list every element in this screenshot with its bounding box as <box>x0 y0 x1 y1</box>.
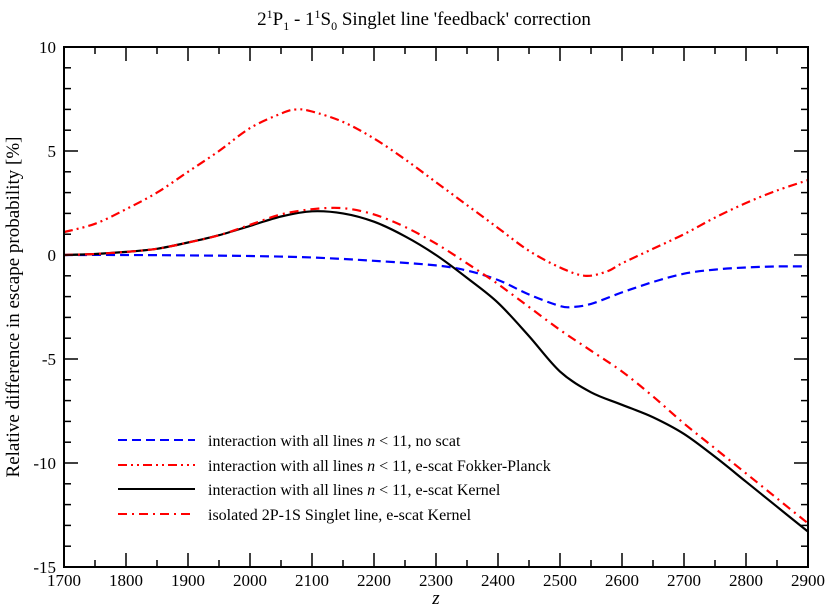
series-fokker-planck-line <box>63 108 809 278</box>
y-tick-label: -5 <box>42 350 56 369</box>
legend: interaction with all lines n < 11, no sc… <box>118 433 551 524</box>
y-tick-label: 10 <box>39 38 56 57</box>
legend-item-no-scat: interaction with all lines n < 11, no sc… <box>118 433 461 450</box>
y-tick-labels: 10 5 0 -5 -10 -15 <box>33 38 56 577</box>
svg-text:interaction with all lines n <: interaction with all lines n < 11, e-sca… <box>208 482 501 499</box>
x-tick-label: 2100 <box>295 571 329 590</box>
y-tick-label: 0 <box>48 246 57 265</box>
x-tick-label: 1900 <box>171 571 205 590</box>
plot-series <box>63 108 809 533</box>
x-tick-label: 2000 <box>233 571 267 590</box>
series-isolated-singlet-line <box>63 206 809 525</box>
x-tick-label: 1800 <box>109 571 143 590</box>
legend-item-fokker-planck: interaction with all lines n < 11, e-sca… <box>118 458 551 475</box>
x-tick-label: 2200 <box>357 571 391 590</box>
svg-text:isolated 2P-1S Singlet line, e: isolated 2P-1S Singlet line, e-scat Kern… <box>208 507 472 524</box>
x-tick-label: 2900 <box>791 571 825 590</box>
axis-ticks <box>63 46 809 568</box>
x-tick-label: 2700 <box>667 571 701 590</box>
legend-item-isolated-singlet: isolated 2P-1S Singlet line, e-scat Kern… <box>118 507 472 524</box>
x-axis-label: z <box>431 588 440 609</box>
y-axis-label: Relative difference in escape probabilit… <box>3 137 24 478</box>
svg-text:interaction with all lines n <: interaction with all lines n < 11, e-sca… <box>208 458 551 475</box>
x-tick-label: 1700 <box>47 571 81 590</box>
x-tick-labels: 1700 1800 1900 2000 2100 2200 2300 2400 2500 2600… <box>47 571 825 590</box>
x-tick-label: 2800 <box>729 571 763 590</box>
x-tick-label: 2400 <box>481 571 515 590</box>
x-tick-label: 2300 <box>419 571 453 590</box>
legend-item-kernel: interaction with all lines n < 11, e-sca… <box>118 482 501 499</box>
x-tick-label: 2600 <box>605 571 639 590</box>
y-tick-label: 5 <box>48 142 57 161</box>
y-tick-label: -15 <box>33 558 56 577</box>
svg-text:interaction with all lines n <: interaction with all lines n < 11, no sc… <box>208 433 461 450</box>
series-no-scat-line <box>63 253 809 309</box>
series-kernel-line <box>63 210 809 533</box>
x-tick-label: 2500 <box>543 571 577 590</box>
y-tick-label: -10 <box>33 454 56 473</box>
chart-title: 21P1 - 11S0 Singlet line 'feedback' corr… <box>257 7 591 33</box>
